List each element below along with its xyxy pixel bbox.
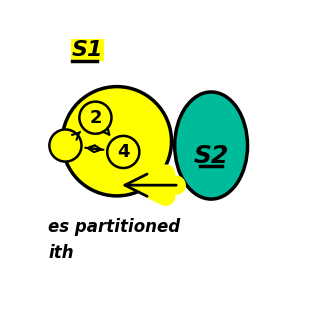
Circle shape [49, 130, 82, 162]
Circle shape [62, 87, 172, 196]
Text: S1: S1 [72, 40, 103, 60]
Text: 2: 2 [89, 109, 102, 127]
Text: ith: ith [48, 244, 74, 262]
Circle shape [79, 102, 111, 134]
Text: es partitioned: es partitioned [48, 218, 180, 236]
Text: 4: 4 [117, 143, 130, 161]
Ellipse shape [175, 92, 248, 199]
Circle shape [107, 136, 140, 168]
Text: S2: S2 [194, 144, 229, 168]
